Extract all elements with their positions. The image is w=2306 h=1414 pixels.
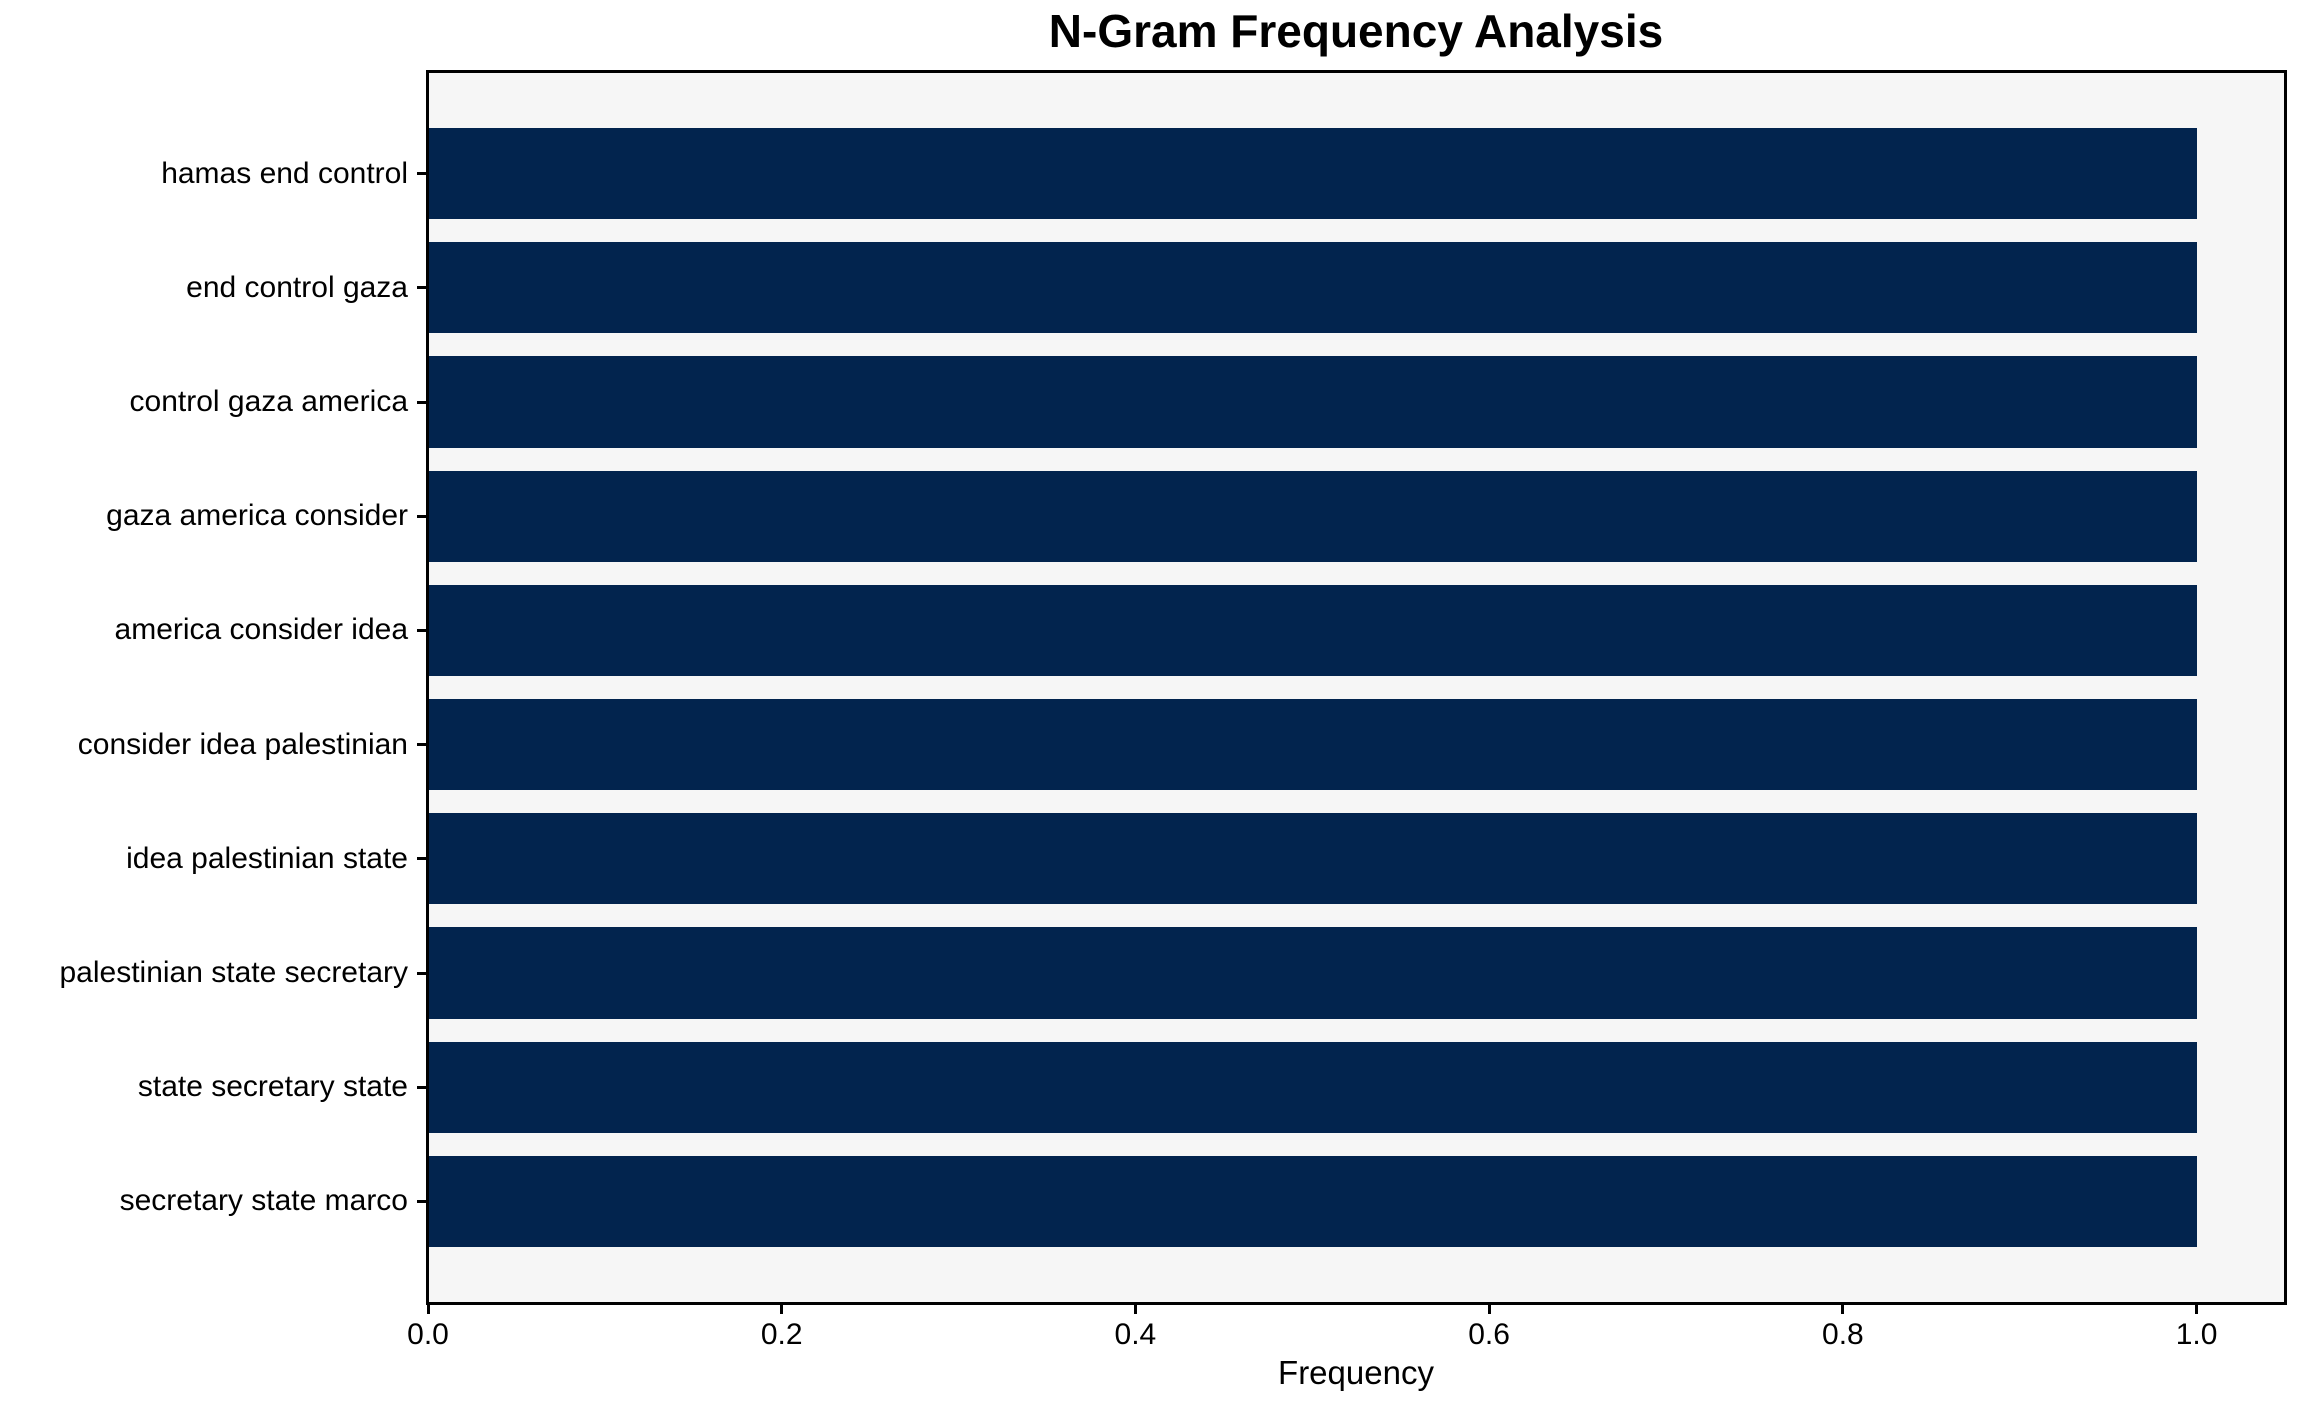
bar [428,927,2197,1019]
chart-title: N-Gram Frequency Analysis [1048,5,1664,57]
x-tick-mark [1841,1304,1845,1314]
bar [428,813,2197,905]
y-tick-label: consider idea palestinian [77,727,408,761]
bar [428,584,2197,677]
x-tick-mark [426,1304,430,1314]
y-tick-label: gaza america consider [106,499,408,533]
y-tick-label: hamas end control [161,156,408,190]
x-tick-label: 0.8 [1822,1318,1864,1351]
x-tick-label: 0.0 [407,1318,449,1351]
x-tick-mark [780,1304,784,1314]
y-tick-mark [417,971,428,975]
bar [428,128,2197,220]
y-tick-mark [417,400,428,404]
x-axis-label: Frequency [1278,1354,1434,1391]
bar [428,242,2197,334]
y-tick-label: palestinian state secretary [59,956,408,989]
bar [428,356,2197,448]
y-tick-label: state secretary state [137,1070,408,1104]
bar [428,470,2197,562]
x-tick-label: 0.2 [760,1318,803,1351]
x-tick-label: 0.4 [1114,1318,1157,1351]
y-tick-label: secretary state marco [119,1184,408,1218]
bar [428,1155,2197,1248]
y-tick-mark [417,743,428,747]
bar [428,1041,2197,1133]
y-tick-mark [417,286,428,290]
y-tick-mark [417,1085,428,1089]
y-tick-label: america consider idea [114,613,408,647]
y-tick-label: control gaza america [129,385,408,418]
x-tick-label: 1.0 [2175,1318,2218,1351]
y-tick-mark [417,628,428,632]
y-tick-mark [417,514,428,518]
y-tick-mark [417,172,428,176]
bar [428,698,2197,791]
x-tick-mark [2195,1304,2199,1314]
y-tick-label: end control gaza [186,270,408,304]
x-tick-mark [1133,1304,1137,1314]
y-tick-mark [417,857,428,861]
x-tick-mark [1487,1304,1491,1314]
y-tick-label: idea palestinian state [126,841,408,875]
y-tick-mark [417,1199,428,1203]
x-tick-label: 0.6 [1468,1318,1510,1351]
